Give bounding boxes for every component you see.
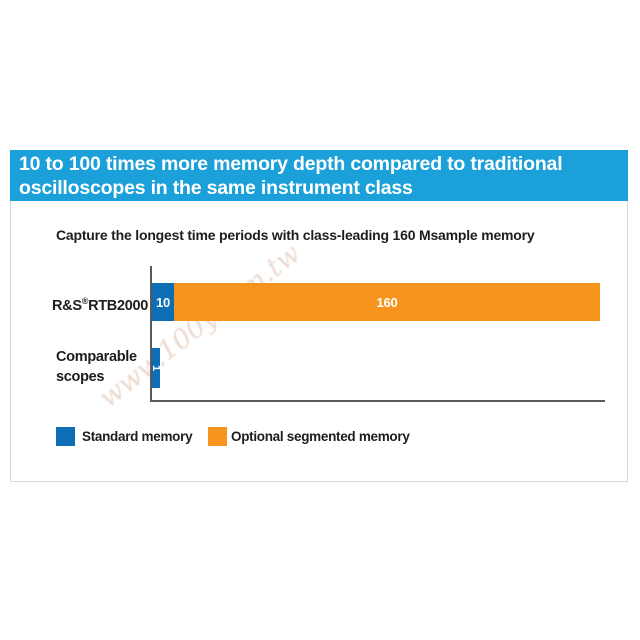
value-label-comparable: 1 — [149, 365, 162, 371]
legend-swatch-standard-memory — [56, 427, 75, 446]
value-label-standard: 10 — [155, 294, 171, 310]
value-label-segmented: 160 — [376, 294, 398, 310]
category-label-rtb2000: R&S®RTB2000 — [52, 282, 148, 320]
x-axis-line — [150, 400, 605, 402]
bar-rtb2000-segmented-memory: 160 — [174, 283, 600, 321]
category-line-1: Comparable — [56, 349, 137, 365]
header-line-2: oscilloscopes in the same instrument cla… — [19, 177, 413, 199]
chart-title: Capture the longest time periods with cl… — [56, 227, 535, 243]
y-axis-line — [150, 266, 152, 402]
model-text: RTB2000 — [88, 298, 149, 314]
header-line-1: 10 to 100 times more memory depth compar… — [19, 153, 563, 175]
header-banner: 10 to 100 times more memory depth compar… — [10, 150, 628, 201]
registered-trademark-symbol: ® — [81, 296, 89, 306]
watermark-text: www.100y.com.tw — [93, 237, 307, 414]
bar-comparable-standard-memory: 1 — [149, 348, 162, 388]
chart-legend: Standard memory Optional segmented memor… — [11, 427, 629, 447]
legend-label-standard-memory: Standard memory — [82, 429, 193, 444]
bar-rtb2000-standard-memory: 10 — [152, 283, 174, 321]
brand-text: R&S — [52, 298, 82, 314]
category-label-comparable-scopes: Comparable scopes — [56, 347, 137, 387]
category-line-2: scopes — [56, 369, 105, 385]
legend-swatch-segmented-memory — [208, 427, 227, 446]
chart-panel: Capture the longest time periods with cl… — [10, 201, 628, 482]
legend-label-segmented-memory: Optional segmented memory — [231, 429, 410, 444]
